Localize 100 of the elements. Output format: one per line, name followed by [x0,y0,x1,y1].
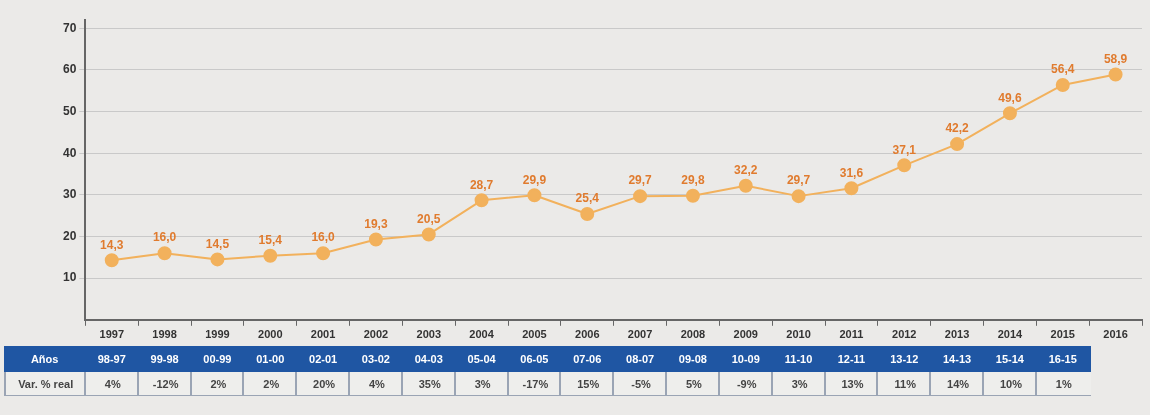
text: 13-12 [876,346,933,372]
x-tick-label: 1997 [99,328,125,341]
text: 11-10 [770,346,827,372]
data-label: 25,4 [575,191,600,206]
x-tick-label: 2014 [997,328,1024,341]
x-tick-label: 2013 [944,328,970,341]
text: 07-06 [559,346,616,372]
x-tick-label: 2011 [839,328,864,341]
text: 1% [1034,372,1091,396]
text: 3% [453,372,510,396]
text: 14% [929,372,985,396]
data-label: 37,1 [892,142,917,157]
text: 02-01 [295,346,351,372]
text: 35% [400,372,457,396]
data-label: 29,8 [681,173,705,188]
data-label: 58,9 [1103,51,1128,66]
point [1108,67,1123,82]
text: 3% [770,372,827,396]
text: 08-07 [612,346,668,372]
point [791,189,806,204]
text: 4% [83,372,140,396]
text: Var. % real [4,372,86,396]
x-tick-label: 2008 [680,328,706,341]
data-label: 32,2 [734,163,758,178]
x-tick-label: 2003 [416,328,441,341]
x-tick-label: 2009 [733,328,758,341]
y-tick-label: 10 [62,270,77,285]
text: Años [4,346,86,372]
text: -5% [612,372,668,396]
x-tick-label: 2002 [363,328,389,341]
data-label: 15,4 [258,232,283,247]
text: 10-09 [717,346,774,372]
point [527,188,542,203]
y-tick-label: 70 [62,20,77,35]
text: 99-98 [136,346,193,372]
point [210,252,225,267]
text: 11% [876,372,933,396]
data-label: 20,5 [417,211,441,226]
point [685,188,700,203]
text: -9% [717,372,774,396]
text: 2% [189,372,246,396]
point [580,207,595,222]
x-tick-label: 2010 [786,328,811,341]
point [104,253,119,268]
text: 16-15 [1034,346,1091,372]
x-tick-label: 2001 [310,328,336,341]
x-tick-label: 2012 [892,328,917,341]
data-label: 29,7 [628,173,653,188]
y-tick-label: 20 [62,228,77,243]
data-label: 28,7 [469,177,494,192]
y-tick-label: 40 [62,145,77,160]
text: 20% [295,372,351,396]
text: 2% [242,372,299,396]
x-tick-label: 2006 [575,328,600,341]
data-label: 14,5 [205,236,230,251]
data-label: 16,0 [311,230,336,245]
point [421,227,436,242]
x-tick-label: 1998 [152,328,177,341]
text: 5% [665,372,721,396]
point [897,158,912,173]
text: 10% [982,372,1038,396]
text: 15% [559,372,616,396]
data-label: 29,7 [786,173,811,188]
data-label: 42,2 [945,121,970,136]
data-label: 31,6 [839,165,864,180]
text: 12-11 [823,346,880,372]
data-label: 16,0 [152,230,177,245]
text: -12% [136,372,193,396]
point [1002,106,1017,121]
text: -17% [506,372,563,396]
point [633,189,648,204]
point [263,248,278,263]
text: 06-05 [506,346,563,372]
point [1055,77,1070,92]
data-label: 56,4 [1051,62,1075,77]
data-label: 29,9 [522,172,547,187]
y-tick-label: 60 [62,62,77,77]
point [368,232,383,247]
point [474,193,489,208]
text: 05-04 [453,346,510,372]
data-label: 19,3 [364,216,388,231]
text: 4% [348,372,404,396]
text: 01-00 [242,346,299,372]
x-tick-label: 2015 [1050,328,1075,341]
x-tick-label: 2004 [469,328,495,341]
x-tick-label: 2016 [1103,328,1128,341]
text: 00-99 [189,346,246,372]
point [157,246,172,261]
y-tick-label: 50 [62,103,77,118]
point [950,137,965,152]
text: 03-02 [348,346,404,372]
x-tick-label: 1999 [205,328,230,341]
text: 13% [823,372,880,396]
text: 14-13 [929,346,985,372]
text: 09-08 [665,346,721,372]
point [844,181,859,196]
x-tick-label: 2000 [258,328,283,341]
text: 98-97 [83,346,140,372]
data-label: 14,3 [100,237,124,252]
x-tick-label: 2005 [522,328,547,341]
